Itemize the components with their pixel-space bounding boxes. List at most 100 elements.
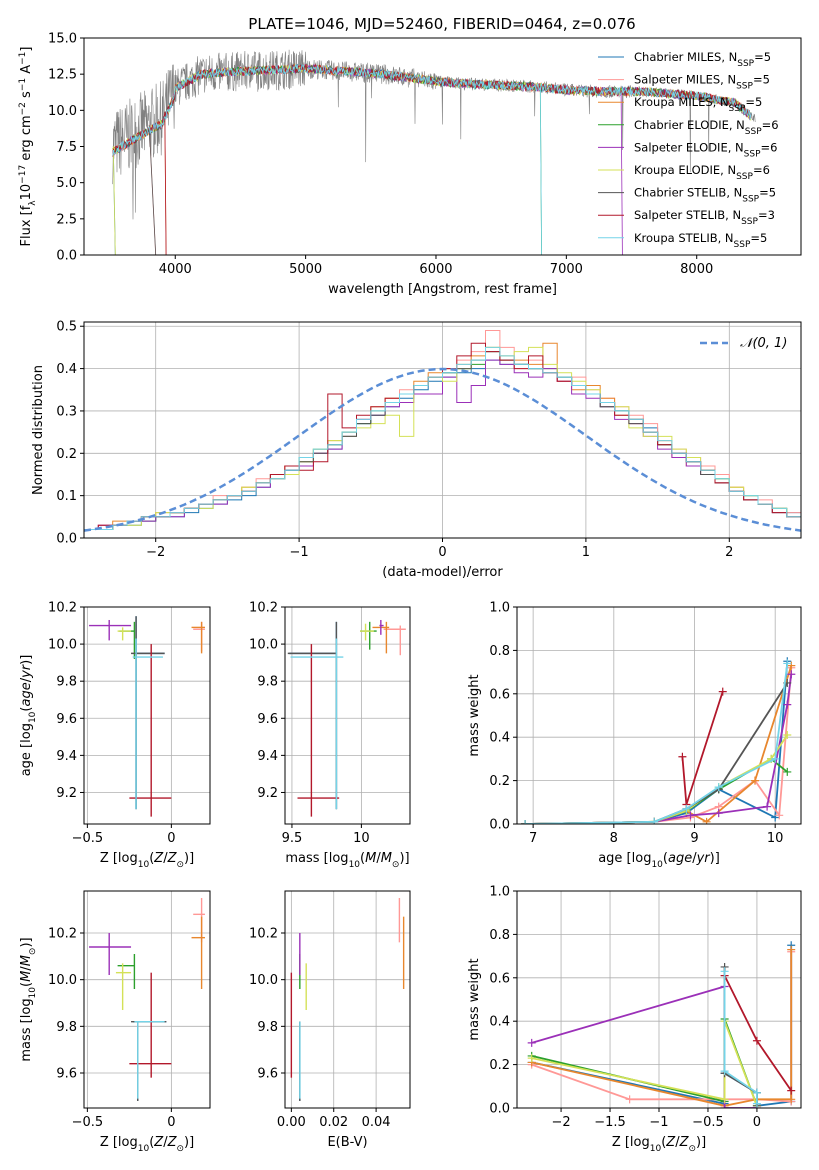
x-axis-label: mass [log10(M/M⊙)]	[285, 851, 409, 870]
legend-label: Chabrier ELODIE, NSSP=6	[634, 118, 779, 137]
error-bar	[89, 933, 132, 975]
x-axis-label: Z [log10(Z/Z⊙)]	[100, 1135, 194, 1154]
y-tick-label: 5.0	[56, 176, 77, 191]
legend-label: Salpeter STELIB, NSSP=3	[634, 208, 775, 227]
y-tick-label: 2.5	[56, 212, 77, 227]
weight-marker	[752, 1088, 761, 1097]
panel-mass_vs_ebv: 0.00 0.02 0.04 9.6 9.8 10.0 10.2 E(B-V)	[249, 890, 411, 1150]
panel-age_vs_Z: −0.5 0 9.2 9.4 9.6 9.8 10.0 10.2 Z [log10(Z/Z⊙)]…	[19, 601, 211, 870]
weight-line-kroupa-stelib	[723, 971, 758, 1104]
x-axis-label: Z [log10(Z/Z⊙)]	[612, 1135, 706, 1154]
axes-frame	[83, 321, 802, 539]
error-bar	[115, 963, 132, 1010]
weight-marker	[763, 802, 772, 811]
weight-marker	[787, 1095, 796, 1104]
figure-title: PLATE=1046, MJD=52460, FIBERID=0464, z=0…	[248, 15, 635, 33]
weight-marker	[686, 811, 695, 820]
legend-label: Salpeter ELODIE, NSSP=6	[634, 140, 777, 159]
weight-marker	[787, 670, 796, 679]
y-tick-label: 1.0	[489, 601, 510, 616]
y-tick-label: 0.0	[56, 532, 77, 547]
axes-frame	[284, 606, 411, 825]
y-tick-label: 9.8	[56, 675, 77, 690]
y-tick-label: 9.4	[56, 749, 77, 764]
normal-curve	[84, 367, 801, 532]
y-tick-label: 0.8	[489, 928, 510, 943]
weight-line-kroupa-elodie	[525, 734, 789, 824]
weight-line-salpeter-stelib	[723, 975, 792, 1092]
weight-line-chabrier-elodie	[525, 757, 788, 824]
y-tick-label: 0.8	[489, 644, 510, 659]
weight-line-kroupa-miles	[531, 949, 793, 1107]
y-tick-label: 10.2	[249, 601, 278, 616]
error-bar	[379, 619, 384, 635]
error-bar	[117, 627, 132, 641]
y-tick-label: 0.4	[56, 362, 77, 377]
y-tick-label: 0.4	[489, 731, 510, 746]
plot-area	[285, 891, 410, 1108]
legend-label: 𝒩(0, 1)	[740, 336, 787, 351]
plot-area	[84, 607, 210, 824]
model-spectrum	[112, 63, 752, 255]
x-tick-label: 0.04	[362, 1115, 391, 1130]
panel-weight_vs_Z: −2 −1.5 −1 −0.5 0 0.0 0.2 0.4 0.6 0.8 1.0 Z [log10(…	[467, 885, 802, 1154]
weight-line-chabrier-miles	[531, 945, 793, 1107]
error-bar	[132, 638, 163, 810]
x-tick-label: 2	[725, 545, 733, 560]
plot-area	[285, 607, 410, 824]
weight-marker	[783, 767, 792, 776]
error-bar	[290, 638, 344, 810]
y-tick-label: 0.0	[489, 818, 510, 833]
y-tick-label: 9.4	[257, 749, 278, 764]
x-tick-label: 0	[167, 831, 175, 846]
weight-marker	[783, 659, 792, 668]
y-tick-label: 10.0	[48, 104, 77, 119]
y-tick-label: 0.2	[56, 447, 77, 462]
weight-line-salpeter-miles	[525, 667, 793, 824]
x-tick-label: 6000	[419, 262, 452, 277]
weight-marker	[787, 661, 796, 670]
y-tick-label: 10.0	[249, 973, 278, 988]
x-tick-label: 9	[690, 831, 698, 846]
x-tick-label: −2	[146, 545, 165, 560]
plot-area	[517, 891, 801, 1108]
weight-line-kroupa-stelib	[525, 663, 789, 824]
x-axis-label: E(B-V)	[327, 1135, 367, 1150]
weight-line-salpeter-miles	[531, 951, 793, 1103]
weight-marker	[702, 817, 711, 824]
weight-marker	[527, 1054, 536, 1063]
y-axis-label: mass weight	[467, 958, 482, 1040]
error-bar	[383, 625, 406, 656]
y-tick-label: 9.8	[257, 1020, 278, 1035]
x-tick-label: 1	[582, 545, 590, 560]
error-bar	[134, 616, 165, 810]
error-bar	[191, 621, 205, 654]
y-tick-label: 0.0	[489, 1102, 510, 1117]
weight-marker	[783, 731, 792, 740]
y-tick-label: 9.6	[257, 1067, 278, 1082]
panel-spectrum: 4000 5000 6000 7000 8000 0.0 2.5 5.0 7.5 10.0 12.5…	[18, 32, 802, 297]
panel-weight_vs_age: 7 8 9 10 0.0 0.2 0.4 0.6 0.8 1.0 age [log10(age/yr…	[467, 601, 802, 870]
x-tick-label: 9.5	[282, 831, 303, 846]
y-tick-label: 0.5	[56, 320, 77, 335]
y-tick-label: 9.2	[257, 786, 278, 801]
y-tick-label: 12.5	[48, 68, 77, 83]
y-axis-label: mass [log10(M/M⊙)]	[19, 937, 38, 1061]
y-tick-label: 10.0	[48, 973, 77, 988]
error-bar	[360, 621, 377, 650]
weight-marker	[720, 967, 729, 976]
x-axis-label: (data-model)/error	[382, 565, 503, 580]
error-bar	[297, 644, 340, 817]
y-tick-label: 9.8	[257, 675, 278, 690]
weight-line-chabrier-stelib	[525, 682, 789, 824]
weight-marker	[714, 783, 723, 792]
y-tick-label: 0.2	[489, 774, 510, 789]
weight-marker	[752, 1036, 761, 1045]
weight-marker	[718, 687, 727, 696]
y-axis-label: Normed distribution	[31, 365, 46, 495]
weight-marker	[720, 1104, 729, 1108]
x-tick-label: 0.02	[319, 1115, 348, 1130]
y-tick-label: 0.0	[56, 249, 77, 264]
x-tick-label: −1.5	[594, 1115, 626, 1130]
legend-label: Chabrier STELIB, NSSP=5	[634, 186, 776, 205]
